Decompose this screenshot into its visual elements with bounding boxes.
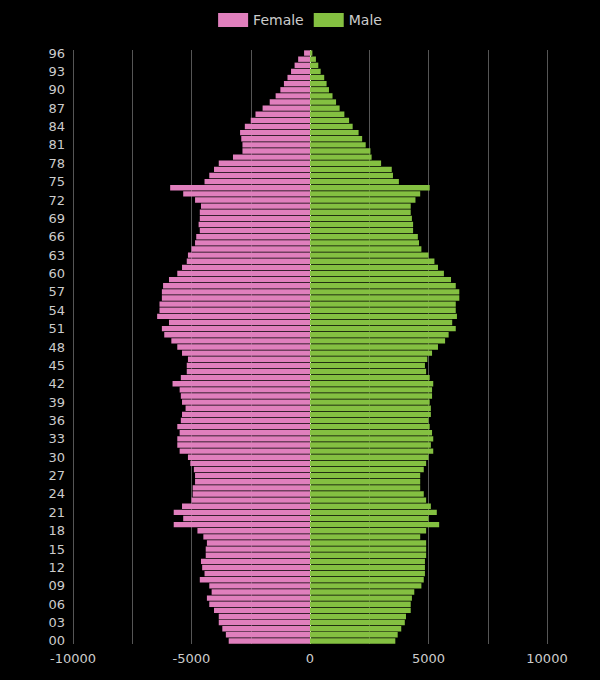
svg-text:Male: Male: [349, 12, 382, 28]
svg-text:24: 24: [48, 486, 65, 501]
svg-text:27: 27: [48, 468, 65, 483]
svg-text:81: 81: [48, 137, 65, 152]
svg-text:00: 00: [48, 633, 65, 648]
svg-text:51: 51: [48, 321, 65, 336]
svg-text:12: 12: [48, 560, 65, 575]
svg-text:36: 36: [48, 413, 65, 428]
svg-text:69: 69: [48, 211, 65, 226]
svg-text:63: 63: [48, 248, 65, 263]
svg-text:78: 78: [48, 156, 65, 171]
svg-text:87: 87: [48, 101, 65, 116]
svg-text:48: 48: [48, 340, 65, 355]
svg-text:09: 09: [48, 578, 65, 593]
svg-text:60: 60: [48, 266, 65, 281]
svg-text:66: 66: [48, 229, 65, 244]
svg-text:15: 15: [48, 542, 65, 557]
svg-text:30: 30: [48, 450, 65, 465]
svg-text:21: 21: [48, 505, 65, 520]
svg-text:57: 57: [48, 284, 65, 299]
svg-text:75: 75: [48, 174, 65, 189]
svg-text:96: 96: [48, 46, 65, 61]
svg-text:5000: 5000: [412, 651, 445, 666]
svg-text:0: 0: [306, 651, 314, 666]
svg-text:84: 84: [48, 119, 65, 134]
svg-text:33: 33: [48, 431, 65, 446]
svg-text:-5000: -5000: [173, 651, 211, 666]
svg-text:90: 90: [48, 82, 65, 97]
svg-text:-10000: -10000: [50, 651, 96, 666]
svg-text:45: 45: [48, 358, 65, 373]
svg-text:72: 72: [48, 193, 65, 208]
svg-text:42: 42: [48, 376, 65, 391]
svg-text:06: 06: [48, 597, 65, 612]
svg-text:18: 18: [48, 523, 65, 538]
svg-text:10000: 10000: [526, 651, 567, 666]
svg-text:03: 03: [48, 615, 65, 630]
svg-text:Female: Female: [253, 12, 304, 28]
svg-text:39: 39: [48, 395, 65, 410]
svg-text:93: 93: [48, 64, 65, 79]
svg-text:54: 54: [48, 303, 65, 318]
